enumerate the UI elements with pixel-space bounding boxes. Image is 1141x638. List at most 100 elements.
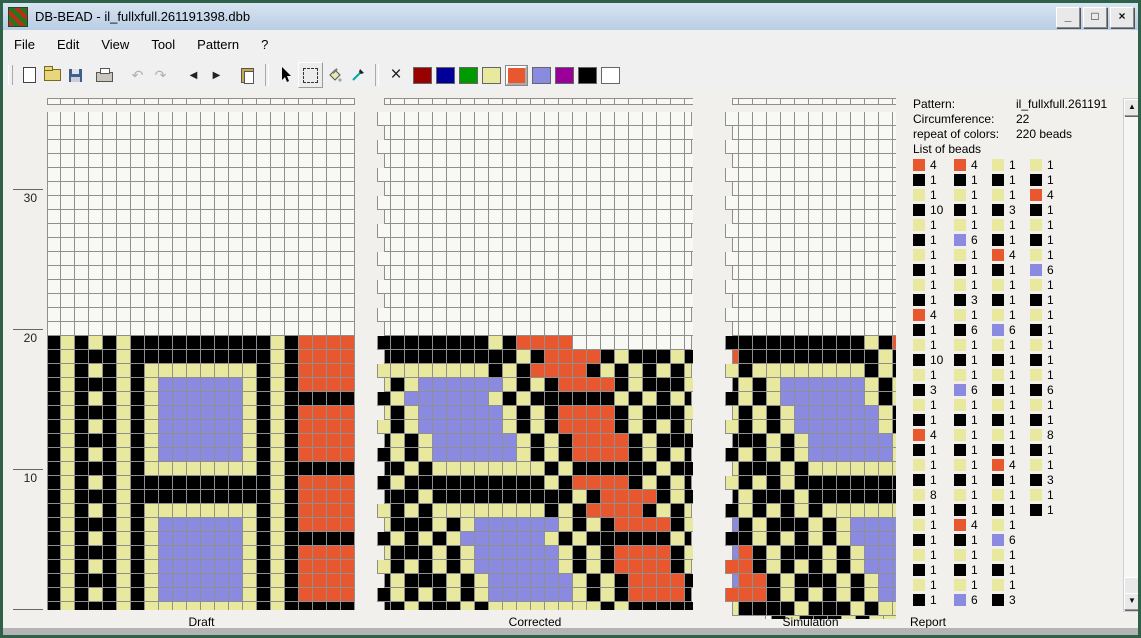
bead-cell[interactable]: [433, 602, 447, 610]
bead-cell[interactable]: [545, 168, 559, 182]
bead-cell[interactable]: [809, 448, 823, 462]
bead-cell[interactable]: [531, 350, 545, 364]
bead-cell[interactable]: [629, 168, 643, 182]
bead-cell[interactable]: [657, 532, 671, 546]
bead-cell[interactable]: [657, 140, 671, 154]
bead-cell[interactable]: [795, 98, 809, 105]
bead-cell[interactable]: [531, 224, 545, 238]
bead-cell[interactable]: [657, 504, 671, 518]
bead-cell[interactable]: [685, 154, 693, 168]
bead-cell[interactable]: [257, 266, 271, 280]
bead-cell[interactable]: [545, 504, 559, 518]
bead-cell[interactable]: [767, 168, 781, 182]
bead-cell[interactable]: [531, 182, 545, 196]
bead-cell[interactable]: [767, 294, 781, 308]
bead-cell[interactable]: [447, 560, 461, 574]
bead-cell[interactable]: [145, 350, 159, 364]
bead-cell[interactable]: [629, 588, 643, 602]
select-tool-button[interactable]: [298, 62, 323, 88]
bead-cell[interactable]: [447, 448, 461, 462]
bead-cell[interactable]: [489, 294, 503, 308]
bead-cell[interactable]: [61, 434, 75, 448]
bead-cell[interactable]: [837, 392, 851, 406]
bead-cell[interactable]: [587, 266, 601, 280]
bead-cell[interactable]: [271, 364, 285, 378]
bead-cell[interactable]: [405, 98, 419, 105]
bead-cell[interactable]: [685, 196, 692, 210]
bead-cell[interactable]: [117, 504, 131, 518]
bead-cell[interactable]: [786, 616, 800, 619]
bead-cell[interactable]: [313, 154, 327, 168]
bead-cell[interactable]: [75, 434, 89, 448]
bead-cell[interactable]: [573, 588, 587, 602]
bead-cell[interactable]: [739, 378, 753, 392]
bead-cell[interactable]: [865, 196, 879, 210]
bead-cell[interactable]: [271, 378, 285, 392]
bead-cell[interactable]: [47, 266, 61, 280]
bead-cell[interactable]: [377, 336, 391, 350]
bead-cell[interactable]: [517, 420, 531, 434]
bead-cell[interactable]: [159, 364, 173, 378]
bead-cell[interactable]: [75, 336, 89, 350]
bead-cell[interactable]: [725, 476, 739, 490]
bead-cell[interactable]: [117, 182, 131, 196]
bead-cell[interactable]: [657, 210, 671, 224]
bead-cell[interactable]: [341, 392, 355, 406]
bead-cell[interactable]: [447, 322, 461, 336]
bead-cell[interactable]: [47, 196, 61, 210]
bead-cell[interactable]: [601, 238, 615, 252]
bead-cell[interactable]: [767, 336, 781, 350]
bead-cell[interactable]: [341, 210, 355, 224]
bead-cell[interactable]: [601, 448, 615, 462]
bead-cell[interactable]: [47, 476, 61, 490]
bead-cell[interactable]: [489, 182, 503, 196]
bead-cell[interactable]: [131, 364, 145, 378]
bead-cell[interactable]: [285, 532, 299, 546]
bead-cell[interactable]: [767, 252, 781, 266]
bead-cell[interactable]: [837, 574, 851, 588]
bead-cell[interactable]: [601, 392, 615, 406]
bead-cell[interactable]: [739, 420, 753, 434]
menu-item-pattern[interactable]: Pattern: [197, 37, 240, 52]
bead-cell[interactable]: [753, 126, 767, 140]
bead-cell[interactable]: [159, 280, 173, 294]
bead-cell[interactable]: [573, 140, 587, 154]
bead-cell[interactable]: [545, 224, 559, 238]
bead-cell[interactable]: [187, 308, 201, 322]
bead-cell[interactable]: [531, 448, 545, 462]
palette-color-7[interactable]: [578, 66, 597, 84]
bead-cell[interactable]: [47, 140, 61, 154]
bead-cell[interactable]: [657, 518, 671, 532]
bead-cell[interactable]: [767, 490, 781, 504]
bead-cell[interactable]: [447, 308, 461, 322]
bead-cell[interactable]: [47, 448, 61, 462]
bead-cell[interactable]: [685, 182, 693, 196]
bead-cell[interactable]: [671, 392, 685, 406]
bead-cell[interactable]: [89, 546, 103, 560]
bead-cell[interactable]: [391, 154, 405, 168]
bead-cell[interactable]: [809, 364, 823, 378]
bead-cell[interactable]: [893, 504, 896, 518]
bead-cell[interactable]: [725, 252, 739, 266]
bead-cell[interactable]: [61, 210, 75, 224]
bead-cell[interactable]: [739, 126, 753, 140]
bead-cell[interactable]: [419, 406, 433, 420]
bead-cell[interactable]: [601, 224, 615, 238]
bead-cell[interactable]: [573, 462, 587, 476]
bead-cell[interactable]: [201, 546, 215, 560]
bead-cell[interactable]: [739, 154, 753, 168]
bead-cell[interactable]: [795, 350, 809, 364]
bead-cell[interactable]: [201, 210, 215, 224]
bead-cell[interactable]: [587, 308, 601, 322]
bead-cell[interactable]: [187, 336, 201, 350]
bead-cell[interactable]: [327, 238, 341, 252]
bead-cell[interactable]: [229, 350, 243, 364]
bead-cell[interactable]: [615, 140, 629, 154]
bead-cell[interactable]: [419, 280, 433, 294]
bead-cell[interactable]: [781, 182, 795, 196]
bead-cell[interactable]: [145, 490, 159, 504]
bead-cell[interactable]: [341, 406, 355, 420]
palette-color-8[interactable]: [601, 66, 620, 84]
bead-cell[interactable]: [405, 546, 419, 560]
bead-cell[interactable]: [391, 98, 405, 105]
